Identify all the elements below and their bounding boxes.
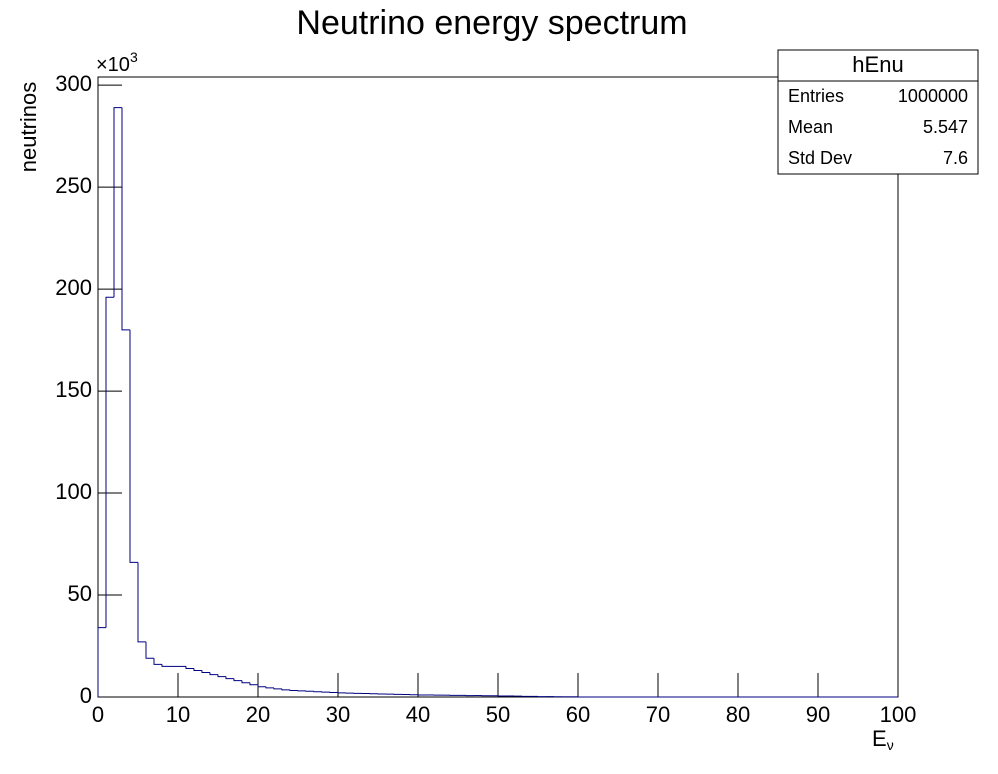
x-axis-label: Eν: [872, 726, 894, 753]
histogram-bin: [113, 107, 122, 298]
histogram-bin: [289, 689, 298, 691]
x-tick-label: 60: [566, 702, 590, 727]
y-tick-label: 0: [80, 683, 92, 708]
histogram-bin: [249, 682, 258, 686]
histogram-bin: [97, 627, 106, 697]
stats-label: Std Dev: [788, 148, 852, 168]
stats-frame: [777, 49, 979, 175]
histogram-bin: [257, 684, 266, 688]
histogram-bin: [137, 562, 146, 643]
x-tick-label: 20: [246, 702, 270, 727]
y-tick-label: 300: [55, 71, 92, 96]
y-tick-label: 50: [68, 581, 92, 606]
x-tick-label: 40: [406, 702, 430, 727]
histogram-bin: [121, 107, 130, 331]
histogram-bin: [265, 686, 274, 689]
x-tick-label: 90: [806, 702, 830, 727]
y-tick-label: 250: [55, 173, 92, 198]
x-tick-label: 70: [646, 702, 670, 727]
y-tick-label: 150: [55, 377, 92, 402]
histogram-bin: [281, 688, 290, 691]
x-tick-label: 10: [166, 702, 190, 727]
stats-value: 5.547: [923, 117, 968, 137]
stats-value: 7.6: [943, 148, 968, 168]
chart-title: Neutrino energy spectrum: [296, 4, 687, 42]
x-tick-label: 0: [92, 702, 104, 727]
histogram-bin: [145, 641, 154, 659]
histogram-bin: [129, 329, 138, 563]
histogram-bin: [193, 668, 202, 671]
histogram-bin: [161, 664, 170, 667]
stats-box: hEnu Entries 1000000 Mean 5.547 Std Dev 7.6: [777, 49, 979, 175]
x-tick-label: 30: [326, 702, 350, 727]
histogram-bin: [153, 658, 162, 665]
y-axis-label: neutrinos: [16, 82, 41, 173]
histogram-bin: [217, 674, 226, 678]
y-tick-label: 100: [55, 479, 92, 504]
histogram-bin: [273, 687, 282, 690]
x-tick-label: 80: [726, 702, 750, 727]
x-tick-label: 100: [880, 702, 917, 727]
histogram-bin: [209, 672, 218, 676]
y-multiplier: ×103: [96, 49, 138, 77]
stats-label: Entries: [788, 86, 844, 106]
y-tick-label: 200: [55, 275, 92, 300]
histogram-bin: [241, 680, 250, 684]
x-tick-label: 50: [486, 702, 510, 727]
stats-title: hEnu: [852, 52, 903, 77]
histogram-bin: [185, 666, 194, 669]
histogram-bin: [225, 676, 234, 680]
histogram-bin: [105, 296, 114, 628]
stats-value: 1000000: [898, 86, 968, 106]
histogram-bin: [201, 670, 210, 674]
stats-label: Mean: [788, 117, 833, 137]
histogram-bin: [233, 678, 242, 682]
